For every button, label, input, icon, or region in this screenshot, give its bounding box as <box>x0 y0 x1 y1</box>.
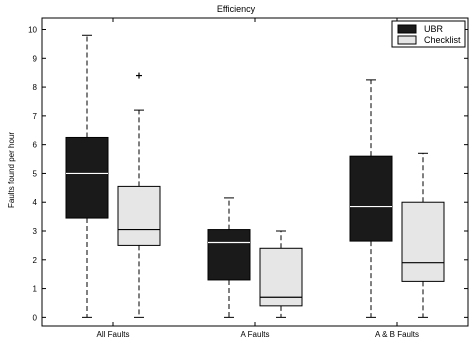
box-ubr-0 <box>65 34 109 318</box>
legend-swatch-checklist <box>397 35 417 45</box>
x-tick-label: A Faults <box>241 330 270 339</box>
box-iqr <box>401 201 445 282</box>
legend: UBR Checklist <box>391 20 466 48</box>
y-tick-label: 9 <box>33 54 38 63</box>
box-iqr <box>117 185 161 246</box>
x-tick-label: All Faults <box>97 330 130 339</box>
y-tick-label: 10 <box>28 26 37 35</box>
y-axis-ticks: 0 1 2 3 4 5 6 7 8 9 10 <box>28 26 468 322</box>
box-groups <box>65 34 445 318</box>
y-tick-label: 2 <box>33 256 38 265</box>
chart-title: Efficiency <box>217 4 256 14</box>
y-tick-label: 0 <box>33 313 38 322</box>
y-tick-label: 4 <box>33 198 38 207</box>
box-ubr-1 <box>207 197 251 318</box>
box-iqr <box>259 247 303 307</box>
y-tick-label: 3 <box>33 227 38 236</box>
box-checklist-0 <box>117 72 161 318</box>
y-tick-label: 1 <box>33 285 38 294</box>
box-iqr <box>65 136 109 219</box>
box-checklist-1 <box>259 230 303 318</box>
x-tick-label: A & B Faults <box>375 330 419 339</box>
y-tick-label: 6 <box>33 141 38 150</box>
legend-label-checklist: Checklist <box>424 35 461 45</box>
y-tick-label: 8 <box>33 83 38 92</box>
legend-swatch-ubr <box>397 24 417 34</box>
y-tick-label: 7 <box>33 112 38 121</box>
y-axis-label: Faults found per hour <box>7 132 16 208</box>
box-ubr-2 <box>349 79 393 318</box>
box-iqr <box>349 155 393 242</box>
y-tick-label: 5 <box>33 169 38 178</box>
box-iqr <box>207 229 251 281</box>
box-checklist-2 <box>401 152 445 318</box>
legend-label-ubr: UBR <box>424 24 444 34</box>
